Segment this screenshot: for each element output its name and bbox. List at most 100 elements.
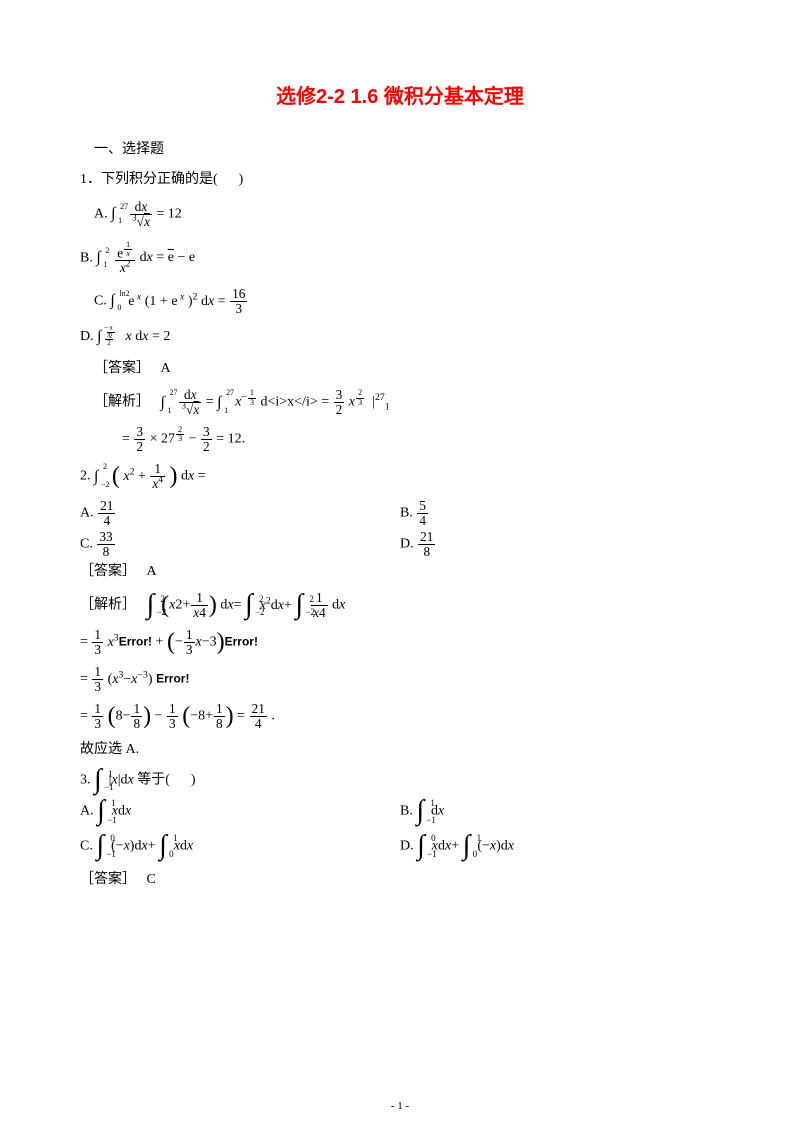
q1-options-ab: A. ∫ 27 1 dx 3√x = 12 B. ∫ 2 1 e1x x2	[80, 200, 720, 287]
av: C	[147, 872, 156, 887]
u: 27	[170, 387, 178, 400]
q3-options-cd: C. ∫ 0 −1 (−x)dx+ ∫ 1 0 xdx D. ∫ 0 −1 xd…	[80, 835, 720, 869]
m: −	[189, 432, 197, 447]
q1-analysis-1: ［解析］ ∫ 27 1 dx 3√x = ∫ 27 1 x−13 d<i>x</…	[80, 388, 720, 417]
q1-optB-num: e1x	[115, 241, 135, 261]
section-header: 一、选择题	[80, 139, 720, 161]
t: 等于(	[137, 773, 170, 788]
q3-optA: A. ∫ 1 −1 xdx	[80, 800, 400, 822]
q2-analysis-4: = 13 (8−18) − 13 (−8+18) = 214 .	[80, 702, 720, 731]
t: = 12.	[216, 432, 245, 447]
q2-analysis-3: = 13 (x3−x−3) Error!	[80, 665, 720, 694]
b: x2+	[169, 598, 190, 613]
u: 0	[431, 833, 436, 843]
b2: (−x)dx	[477, 838, 514, 853]
integral-icon: ∫	[96, 835, 104, 857]
eq: =	[206, 395, 214, 410]
q2-options-ab: A. 214 B. 54	[80, 499, 720, 530]
q1-optD-body: x dx = 2	[126, 329, 171, 344]
lparen-icon: (	[108, 703, 116, 729]
l: 1	[168, 405, 172, 418]
rparen-icon: )	[226, 703, 234, 729]
l: −2	[255, 605, 265, 619]
fp2: 18	[214, 702, 225, 731]
av: A	[147, 564, 157, 579]
f: 54	[417, 499, 428, 528]
b: x3	[108, 635, 119, 650]
int: ∫ 1 −1	[97, 800, 105, 822]
l: −1	[107, 815, 117, 825]
q1-optB: B. ∫ 2 1 e1x x2 dx = e − e	[80, 241, 400, 275]
f: 1x4	[191, 591, 208, 620]
p: +	[156, 635, 164, 650]
analysis-label: ［解析］	[94, 395, 150, 410]
integral-icon: ∫	[295, 594, 303, 616]
f2: 13	[184, 628, 195, 657]
dot: .	[271, 709, 275, 724]
l: A.	[80, 506, 94, 521]
q3-optD: D. ∫ 0 −1 xdx+ ∫ 1 0 (−x)dx	[400, 835, 720, 857]
b: (x3−x−3)	[108, 672, 153, 687]
m: −	[175, 635, 183, 650]
integral-icon: ∫	[111, 205, 115, 222]
l: −1	[104, 780, 114, 794]
q2-optB: B. 54	[400, 499, 720, 528]
u: 1	[477, 833, 482, 843]
l: 0	[169, 849, 174, 859]
l: −2	[101, 479, 110, 492]
q1-a1-int: ∫ 27 1	[161, 390, 165, 416]
q1-optA-int: ∫ 27 1	[111, 205, 115, 223]
q1-optC-rden: 3	[230, 302, 247, 316]
error-text: Error!	[119, 635, 152, 649]
f1: 13	[92, 702, 103, 731]
q1-optB-den: x2	[115, 261, 135, 275]
q2-answer: ［答案］ A	[80, 561, 720, 583]
b1: (−x)dx+	[111, 838, 156, 853]
u: 1	[430, 798, 435, 808]
q2-frac: 1x4	[150, 462, 165, 491]
q1-optA: A. ∫ 27 1 dx 3√x = 12	[80, 200, 414, 229]
integral-icon: ∫	[94, 468, 98, 485]
q2-optA: A. 214	[80, 499, 400, 528]
q1-options-cd: C. ∫ ln2 0 e x (1 + e x )2 dx = 16 3 D. …	[80, 287, 720, 358]
rparen-icon: )	[169, 463, 177, 489]
f2: 32	[201, 425, 212, 454]
x: x−3	[196, 635, 217, 650]
al: ［答案］	[80, 872, 136, 887]
p1: 8−	[116, 709, 131, 724]
q1-optA-lower: 1	[118, 216, 122, 225]
q1-optA-den: 3√x	[130, 215, 152, 229]
q1-optA-frac: dx 3√x	[130, 200, 152, 229]
n: 3.	[80, 773, 91, 788]
m: −	[155, 709, 163, 724]
integral-icon: ∫	[217, 394, 221, 411]
q1-optB-tail: dx = e − e	[140, 250, 195, 265]
q1-a1b-int: ∫ 27 1	[217, 390, 221, 416]
p: 2.	[80, 469, 94, 484]
q1-answer: ［答案］ A	[80, 358, 720, 380]
int1: ∫ 2 −2	[147, 594, 155, 617]
d: 3√x	[179, 403, 201, 417]
q1-optC-lower: 0	[117, 303, 121, 312]
al: ［答案］	[80, 564, 136, 579]
q1-optB-frac: e1x x2	[115, 241, 135, 275]
page-number: - 1 -	[0, 1100, 800, 1112]
integral-icon: ∫	[97, 328, 101, 345]
l: −1	[426, 815, 436, 825]
q3-options-ab: A. ∫ 1 −1 xdx B. ∫ 1 −1 dx	[80, 800, 720, 834]
q1-optC-label: C.	[94, 294, 107, 309]
l: D.	[400, 537, 414, 552]
l: 1	[224, 405, 228, 418]
l: −2	[157, 605, 167, 619]
integral-icon: ∫	[159, 835, 167, 857]
u: 0	[110, 833, 115, 843]
q1-optC-int: ∫ ln2 0	[110, 292, 114, 310]
l: C.	[80, 537, 93, 552]
q1-optD-lower: −π2	[104, 323, 114, 348]
q1-optD-int: ∫ π2 −π2	[97, 328, 101, 346]
lparen-icon: (	[182, 703, 190, 729]
eq2: =	[237, 709, 245, 724]
integral-icon: ∫	[110, 292, 114, 309]
l: C.	[80, 838, 93, 853]
q3-optB: B. ∫ 1 −1 dx	[400, 800, 720, 822]
